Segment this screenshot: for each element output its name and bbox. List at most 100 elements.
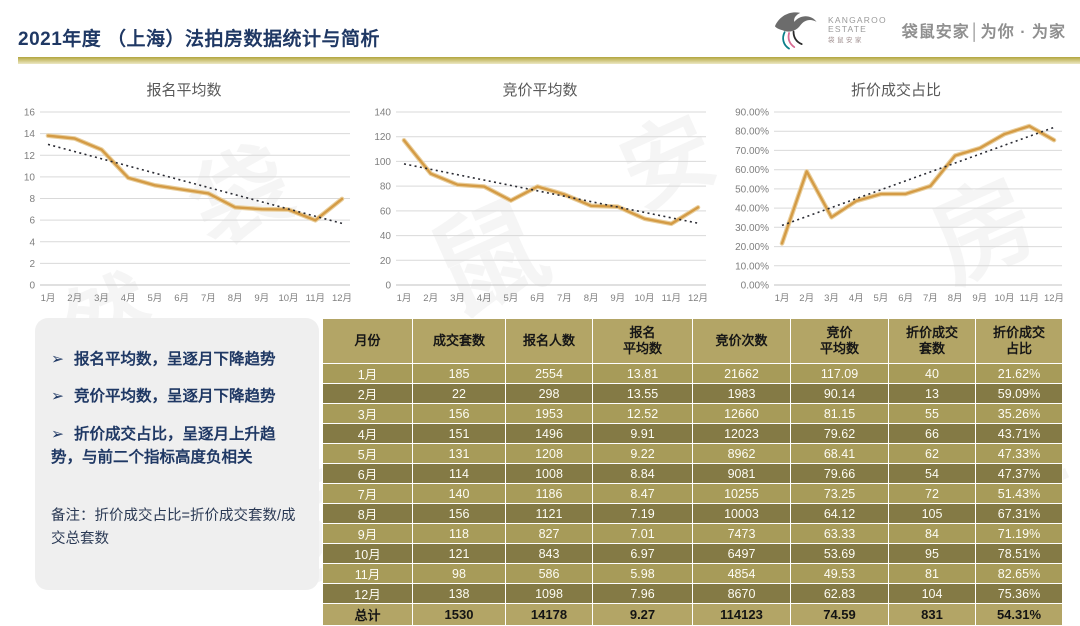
note-text: 备注：折价成交占比=折价成交套数/成交总套数 [51, 508, 296, 548]
table-row: 1月 185 2554 13.81 21662 117.09 40 21.62% [322, 363, 1063, 384]
svg-text:9月: 9月 [610, 293, 625, 304]
chart-discount-ratio: 折价成交占比 0.00% 10.00% 20.00% 30.00% 40.00% 50.0… [718, 80, 1074, 312]
svg-text:0.00%: 0.00% [741, 281, 769, 292]
kangaroo-icon [774, 12, 817, 50]
table-cell: 79.66 [790, 463, 889, 484]
svg-text:5月: 5月 [504, 293, 519, 304]
svg-text:2月: 2月 [67, 293, 82, 304]
svg-text:2月: 2月 [423, 293, 438, 304]
table-cell: 156 [412, 403, 506, 424]
table-cell: 10月 [322, 543, 413, 564]
table-cell: 9.22 [592, 443, 693, 464]
table-cell: 13.55 [592, 383, 693, 404]
table-cell: 114 [412, 463, 506, 484]
header-cell: 竞价 平均数 [790, 318, 889, 364]
table-cell: 98 [412, 563, 506, 584]
table-cell: 121 [412, 543, 506, 564]
table-row: 7月 140 1186 8.47 10255 73.25 72 51.43% [322, 483, 1063, 504]
svg-text:5月: 5月 [874, 293, 889, 304]
insights-card: ➢ 报名平均数，呈逐月下降趋势 ➢ 竞价平均数，呈逐月下降趋势 ➢ 折价成交占比，呈逐月上… [35, 318, 319, 590]
chart-title: 折价成交占比 [850, 82, 941, 99]
table-cell: 2月 [322, 383, 413, 404]
svg-text:80.00%: 80.00% [735, 127, 769, 138]
svg-text:30.00%: 30.00% [735, 223, 769, 234]
header-cell: 折价成交 占比 [975, 318, 1063, 364]
table-cell: 54 [888, 463, 976, 484]
table-cell: 84 [888, 523, 976, 544]
header-cell: 成交套数 [412, 318, 506, 364]
brand-wordmark: KANGAROO ESTATE 袋鼠安家 [828, 15, 887, 45]
bullet-marker-icon: ➢ [51, 351, 64, 368]
svg-text:2月: 2月 [799, 293, 814, 304]
chart-registrations-average: 报名平均数 0 2 4 6 8 10 12 14 16 1月 2月 3月 4月 5月 6月 7月 8月 9月 10月… [6, 80, 362, 312]
insights-bullet-list: ➢ 报名平均数，呈逐月下降趋势 ➢ 竞价平均数，呈逐月下降趋势 ➢ 折价成交占比，呈逐月上… [51, 348, 303, 469]
svg-text:70.00%: 70.00% [735, 146, 769, 157]
table-cell: 90.14 [790, 383, 889, 404]
table-cell: 140 [412, 483, 506, 504]
brand-tagline: 袋鼠安家│为你 · 为家 [901, 24, 1066, 41]
table-cell: 82.65% [975, 563, 1063, 584]
table-cell: 62.83 [790, 583, 889, 604]
table-cell: 6.97 [592, 543, 693, 564]
svg-text:4月: 4月 [849, 293, 864, 304]
data-table-wrap: 月份 成交套数 报名人数 报名 平均数 竞价次数 竞价 平均数 折价成交 套数 折价成交 占比 1月 1… [322, 318, 1063, 626]
table-cell: 185 [412, 363, 506, 384]
table-cell: 1208 [505, 443, 593, 464]
table-cell: 79.62 [790, 423, 889, 444]
svg-text:10月: 10月 [634, 293, 654, 304]
table-cell: 59.09% [975, 383, 1063, 404]
insight-bullet: ➢ 折价成交占比，呈逐月上升趋势，与前二个指标高度负相关 [51, 425, 276, 466]
table-row: 4月 151 1496 9.91 12023 79.62 66 43.71% [322, 423, 1063, 444]
table-cell: 4月 [322, 423, 413, 444]
table-cell: 68.41 [790, 443, 889, 464]
table-cell: 8.47 [592, 483, 693, 504]
svg-text:40.00%: 40.00% [735, 204, 769, 215]
svg-text:40: 40 [380, 231, 392, 242]
svg-text:50.00%: 50.00% [735, 184, 769, 195]
brand-en-2: ESTATE [828, 24, 868, 35]
svg-text:20: 20 [380, 256, 392, 267]
insight-bullet: ➢ 竞价平均数，呈逐月下降趋势 [51, 388, 276, 406]
svg-text:2: 2 [29, 259, 35, 270]
table-cell: 40 [888, 363, 976, 384]
svg-text:60: 60 [380, 206, 392, 217]
svg-text:16: 16 [24, 108, 36, 119]
table-cell: 66 [888, 423, 976, 444]
table-cell: 131 [412, 443, 506, 464]
table-cell: 12660 [692, 403, 791, 424]
svg-text:7月: 7月 [201, 293, 216, 304]
svg-text:6月: 6月 [530, 293, 545, 304]
table-cell: 1186 [505, 483, 593, 504]
svg-text:90.00%: 90.00% [735, 108, 769, 119]
table-cell: 117.09 [790, 363, 889, 384]
insight-bullet: ➢ 报名平均数，呈逐月下降趋势 [51, 351, 276, 368]
svg-text:1月: 1月 [41, 293, 56, 304]
table-cell: 12023 [692, 423, 791, 444]
table-cell: 298 [505, 383, 593, 404]
table-cell: 1496 [505, 423, 593, 444]
table-cell: 156 [412, 503, 506, 524]
gold-divider [18, 57, 1080, 64]
table-cell: 81.15 [790, 403, 889, 424]
table-cell: 5月 [322, 443, 413, 464]
svg-text:1月: 1月 [775, 293, 790, 304]
slide: 袋鼠安家学房产然 2021年度 （上海）法拍房数据统计与简析 KANGAROO … [6, 12, 1080, 626]
header-cell: 报名 平均数 [592, 318, 693, 364]
svg-text:8月: 8月 [584, 293, 599, 304]
table-cell: 8962 [692, 443, 791, 464]
svg-text:11月: 11月 [1020, 293, 1039, 304]
table-cell: 62 [888, 443, 976, 464]
svg-text:9月: 9月 [254, 293, 269, 304]
table-cell: 49.53 [790, 563, 889, 584]
table-cell: 72 [888, 483, 976, 504]
table-cell: 1983 [692, 383, 791, 404]
table-cell: 105 [888, 503, 976, 524]
table-cell: 2554 [505, 363, 593, 384]
table-cell: 53.69 [790, 543, 889, 564]
table-cell: 10003 [692, 503, 791, 524]
chart-title: 报名平均数 [146, 82, 222, 99]
table-row: 12月 138 1098 7.96 8670 62.83 104 75.36% [322, 583, 1063, 604]
svg-text:10: 10 [24, 172, 36, 183]
table-cell: 1121 [505, 503, 593, 524]
svg-text:8月: 8月 [948, 293, 963, 304]
